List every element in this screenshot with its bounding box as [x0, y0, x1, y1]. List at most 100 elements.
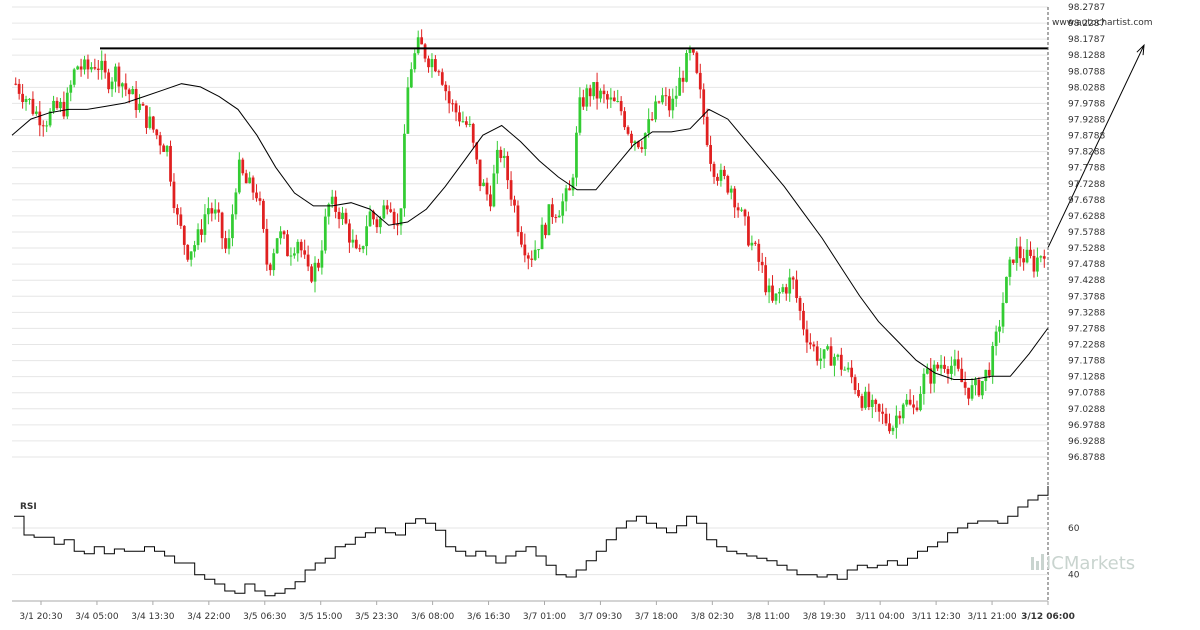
candle-body [919, 393, 922, 411]
candle-body [440, 72, 444, 85]
candle-body [296, 241, 300, 254]
candle-body [385, 205, 389, 210]
candle-body [409, 69, 413, 88]
candle-body [736, 207, 740, 211]
y-tick-label: 97.6788 [1068, 196, 1105, 206]
candle-body [200, 229, 203, 235]
candle-body [932, 364, 936, 384]
candle-body [977, 379, 981, 396]
y-tick-label: 97.0288 [1068, 405, 1105, 415]
candle-body [100, 60, 104, 71]
candle-body [833, 356, 836, 366]
candle-body [313, 262, 317, 282]
watermark-text: ICMarkets [1046, 553, 1135, 574]
candle-body [513, 199, 516, 206]
candle-body [224, 238, 227, 249]
moving-average-line [11, 83, 1049, 380]
candle-body [451, 103, 454, 105]
x-tick-label: 3/6 16:30 [467, 612, 511, 622]
candle-body [798, 298, 802, 311]
candle-body [310, 266, 313, 282]
candle-body [244, 173, 248, 184]
candle-body [681, 77, 685, 82]
candle-body [898, 415, 902, 419]
candle-body [138, 103, 141, 111]
candle-body [767, 285, 771, 293]
candle-body [544, 224, 547, 236]
y-tick-label: 97.0788 [1068, 389, 1105, 399]
candle-body [107, 72, 110, 90]
candle-body [829, 346, 833, 366]
candle-body [151, 116, 155, 130]
x-tick-label: 3/8 02:30 [691, 612, 735, 622]
candle-body [155, 129, 159, 136]
x-tick-label: 3/8 19:30 [803, 612, 847, 622]
candle-body [970, 385, 974, 399]
candle-body [444, 84, 448, 92]
candle-body [1029, 249, 1032, 256]
candle-body [179, 214, 183, 226]
candle-body [643, 133, 647, 150]
candle-body [59, 101, 62, 109]
y-tick-label: 97.7788 [1068, 164, 1105, 174]
candle-body [822, 349, 826, 359]
candle-body [368, 211, 372, 227]
rsi-tick-label: 60 [1068, 524, 1080, 534]
candle-body [1025, 249, 1029, 263]
candle-body [547, 204, 551, 236]
candle-body [1015, 246, 1019, 263]
candle-body [344, 212, 348, 224]
candle-body [506, 155, 510, 181]
x-tick-label: 3/5 23:30 [355, 612, 399, 622]
candle-body [234, 192, 238, 215]
candle-body [678, 77, 682, 96]
candle-body [464, 121, 468, 125]
candle-body [523, 244, 527, 256]
candle-body [554, 217, 558, 219]
candle-body [323, 216, 327, 251]
candle-body [936, 364, 940, 369]
candle-body [609, 97, 613, 100]
candle-body [877, 404, 881, 412]
x-tick-label: 3/11 21:00 [968, 612, 1017, 622]
candle-body [165, 145, 169, 152]
candle-body [275, 238, 279, 254]
candle-body [182, 225, 186, 245]
candle-body [953, 359, 957, 366]
candle-body [791, 277, 795, 280]
candle-body [203, 214, 207, 235]
x-tick-label: 3/7 09:30 [579, 612, 623, 622]
candle-body [72, 69, 76, 85]
candle-body [568, 188, 571, 191]
candle-body [595, 82, 599, 99]
candle-body [839, 354, 843, 370]
candle-body [891, 427, 895, 432]
candle-body [434, 59, 437, 72]
candle-body [330, 196, 334, 205]
candle-body [461, 121, 465, 123]
candle-body [956, 359, 960, 369]
candle-body [351, 239, 355, 243]
candle-body [1036, 257, 1039, 272]
candle-body [341, 212, 344, 220]
candle-body [141, 103, 145, 106]
candle-body [189, 251, 193, 260]
candle-body [48, 111, 52, 126]
candle-body [396, 224, 399, 226]
rsi-panel [12, 486, 1049, 597]
y-tick-label: 97.8788 [1068, 132, 1105, 142]
candle-body [416, 37, 420, 54]
candle-body [843, 369, 847, 371]
candle-body [348, 223, 351, 243]
candle-body [289, 255, 293, 257]
candle-body [375, 219, 379, 228]
candle-body [540, 224, 544, 250]
candle-body [145, 105, 148, 128]
candle-body [24, 98, 28, 102]
candle-body [124, 83, 128, 90]
x-tick-label: 3/6 08:00 [411, 612, 455, 622]
candle-body [864, 391, 867, 408]
y-tick-label: 98.0788 [1068, 67, 1105, 77]
y-tick-label: 96.9288 [1068, 437, 1105, 447]
candle-body [378, 218, 382, 228]
